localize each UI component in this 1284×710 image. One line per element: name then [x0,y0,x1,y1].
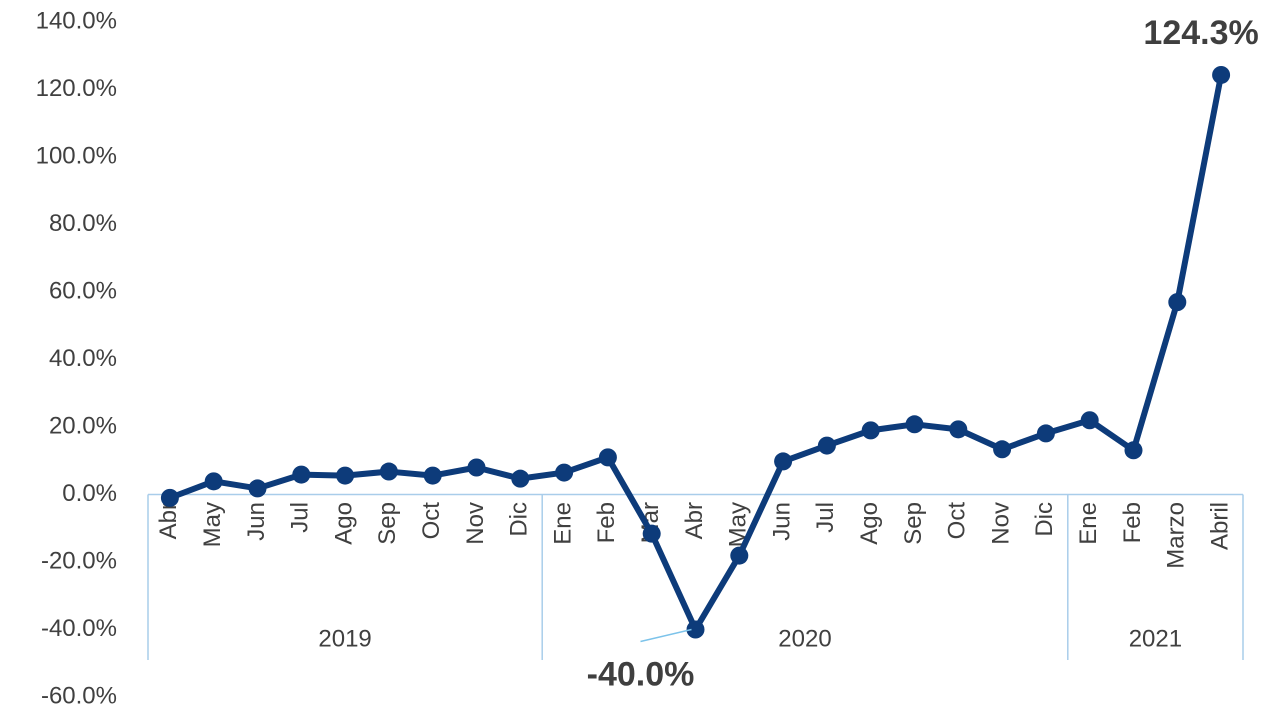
x-tick-label: Feb [593,502,620,543]
point [1080,411,1099,430]
y-tick-label: 140.0% [36,7,117,34]
line [168,74,1225,633]
data-label: 124.3% [1143,14,1258,52]
x-tick-label: Ago [330,502,357,545]
point [467,458,486,477]
x-tick-label: Jul [812,502,839,533]
x-tick-label: Nov [987,502,1014,545]
group-label: 2019 [318,625,371,652]
group-label: 2021 [1129,625,1182,652]
leader-line [640,628,692,643]
point [1124,441,1143,460]
x-tick-label: Sep [900,502,927,545]
y-tick-label: 100.0% [36,142,117,169]
x-tick-label: Nov [462,502,489,545]
point [1212,65,1231,84]
point [598,448,617,467]
y-tick-label: -40.0% [41,615,117,642]
point [686,620,705,639]
point [905,415,924,434]
point [160,488,179,507]
point [1036,424,1055,443]
point [817,436,836,455]
y-tick-label: 0.0% [62,480,117,507]
y-tick-label: 20.0% [49,412,117,439]
x-tick-label: Sep [374,502,401,545]
group-label: 2020 [778,625,831,652]
point [248,479,267,498]
point [423,466,442,485]
point [949,420,968,439]
point [555,463,574,482]
x-tick-label: Jun [768,502,795,541]
x-tick-label: Dic [506,502,533,537]
x-tick-label: Jun [243,502,270,541]
point [292,465,311,484]
point [861,421,880,440]
point [642,524,661,543]
x-tick-label: Abr [155,502,182,539]
x-tick-label: Jul [287,502,314,533]
point [379,462,398,481]
x-tick-label: Ene [549,502,576,545]
y-tick-label: 40.0% [49,345,117,372]
point [993,440,1012,459]
x-tick-label: Dic [1031,502,1058,537]
x-tick-label: Oct [418,502,445,540]
data-label: -40.0% [587,655,695,693]
y-tick-label: -20.0% [41,547,117,574]
x-tick-label: Abril [1206,502,1233,550]
point [511,469,530,488]
point [336,466,355,485]
point [774,452,793,471]
point [1168,293,1187,312]
y-tick-label: 120.0% [36,75,117,102]
x-tick-label: Feb [1119,502,1146,543]
x-tick-label: Oct [944,502,971,540]
y-tick-label: 60.0% [49,277,117,304]
x-tick-label: Abr [681,502,708,539]
y-tick-label: 80.0% [49,210,117,237]
y-tick-label: -60.0% [41,682,117,709]
x-tick-label: Marzo [1163,502,1190,569]
x-tick-label: Ago [856,502,883,545]
x-tick-label: Ene [1075,502,1102,545]
x-tick-label: May [199,502,226,547]
point [730,546,749,565]
point [204,472,223,491]
